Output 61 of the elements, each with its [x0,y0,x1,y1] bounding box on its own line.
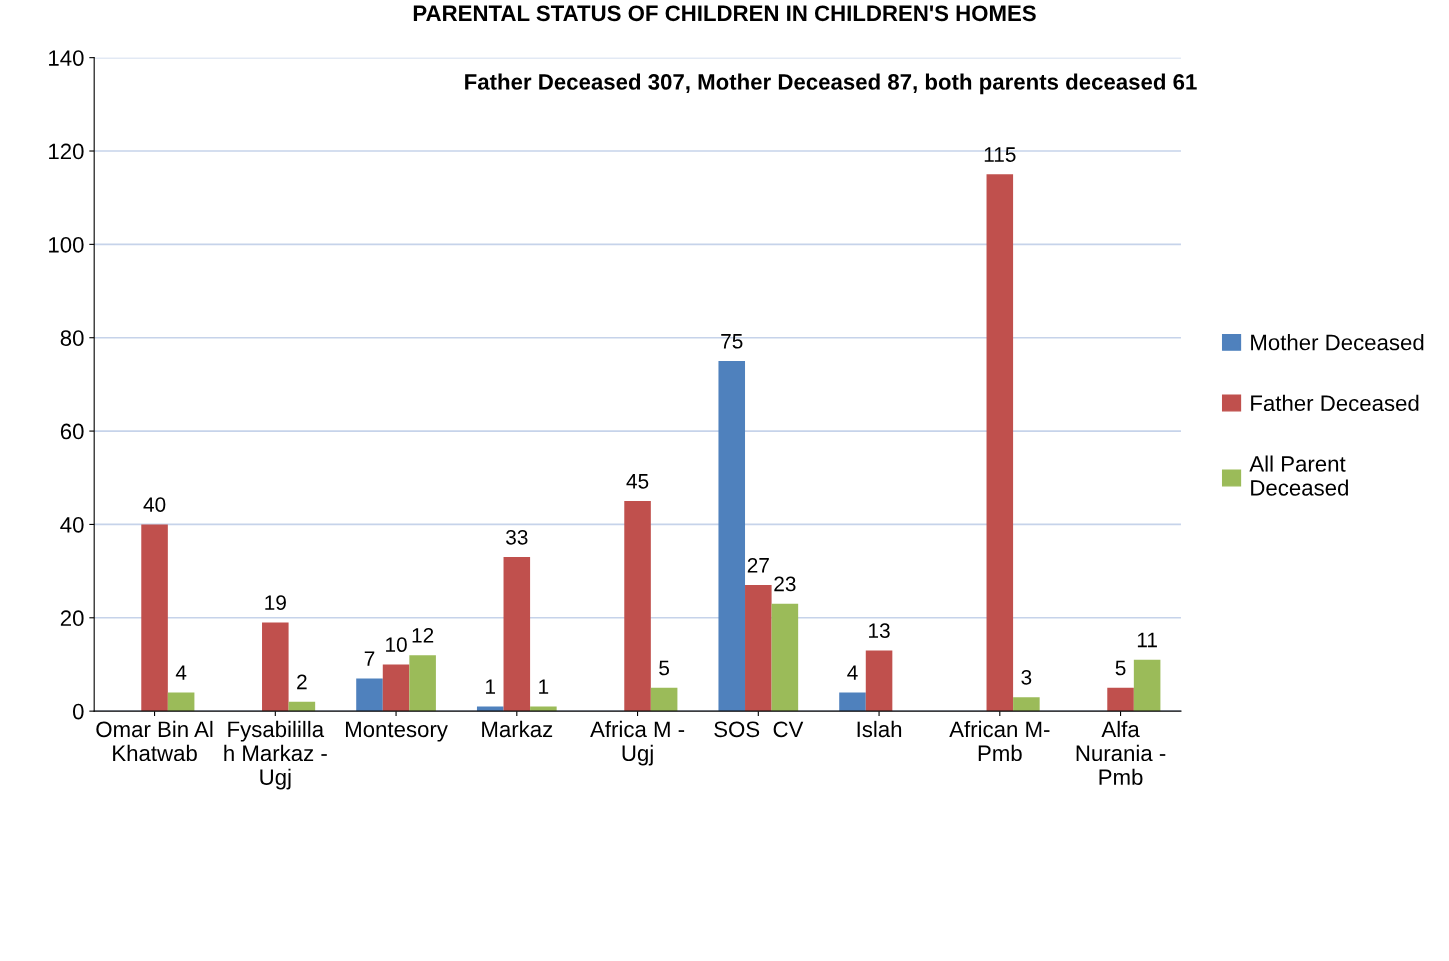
bar [624,501,651,712]
y-tick-label: 120 [49,143,84,160]
data-label: 1 [486,679,496,694]
data-label: 7 [364,651,375,666]
bar [839,692,866,712]
chart-title: PARENTAL STATUS OF CHILDREN IN CHILDREN'S HOMES [413,5,1036,22]
data-label: 19 [265,595,286,610]
x-tick-label: African M- Pmb [949,720,1050,762]
x-tick-label: Africa M - Ugj [590,720,685,766]
y-tick-label: 140 [49,50,84,66]
x-tick-label: Montesory [346,721,448,742]
bar [865,650,893,712]
legend-label: All Parent Deceased [1249,455,1348,496]
bar [382,664,410,712]
y-tick-label: 20 [60,610,84,627]
data-label: 75 [721,334,743,349]
data-label: 10 [386,637,407,653]
data-label: 5 [659,660,670,676]
y-tick-label: 40 [60,516,84,533]
data-label: 45 [626,474,649,489]
bar [409,655,436,712]
data-label: 40 [143,497,166,512]
x-tick-label: Omar Bin Al Khatwab [96,720,213,762]
bar [718,361,746,712]
data-label: 4 [175,665,187,680]
bar [1013,697,1040,712]
y-tick-label: 80 [60,330,84,346]
bar [650,687,678,712]
bar [262,622,289,712]
bar [771,603,799,712]
x-tick-label: SOS CV [714,721,804,738]
bar [1133,659,1161,712]
bar [745,585,772,712]
data-label: 1 [539,679,549,694]
data-label: 27 [747,557,769,573]
data-label: 5 [1115,660,1126,676]
x-tick-label: Fysabilillah Markaz - Ugj [224,720,327,790]
y-tick-label: 100 [49,236,84,253]
bar [1107,687,1134,712]
data-label: 12 [412,627,434,643]
data-label: 13 [869,623,890,639]
data-label: 3 [1021,669,1032,685]
y-tick-label: 60 [60,423,84,440]
legend-label: Father Deceased [1251,394,1419,412]
data-label: 115 [984,147,1016,162]
bar [503,557,531,712]
y-tick-label: 0 [72,703,84,720]
data-label: 11 [1137,632,1157,648]
bar [141,524,168,712]
bar [356,678,383,712]
x-tick-label: Islah [857,720,902,738]
data-label: 2 [297,674,307,690]
data-label: 23 [774,576,796,592]
legend-label: Mother Deceased [1251,334,1424,351]
x-tick-label: Alfa Nurania - Pmb [1076,720,1166,786]
bar [167,692,195,712]
annotation: Father Deceased 307, Mother Deceased 87, both parents deceased 61 [465,73,1197,95]
bar [986,174,1014,712]
x-tick-label: Markaz [482,720,553,738]
data-label: 33 [506,529,528,545]
data-label: 4 [847,665,858,680]
